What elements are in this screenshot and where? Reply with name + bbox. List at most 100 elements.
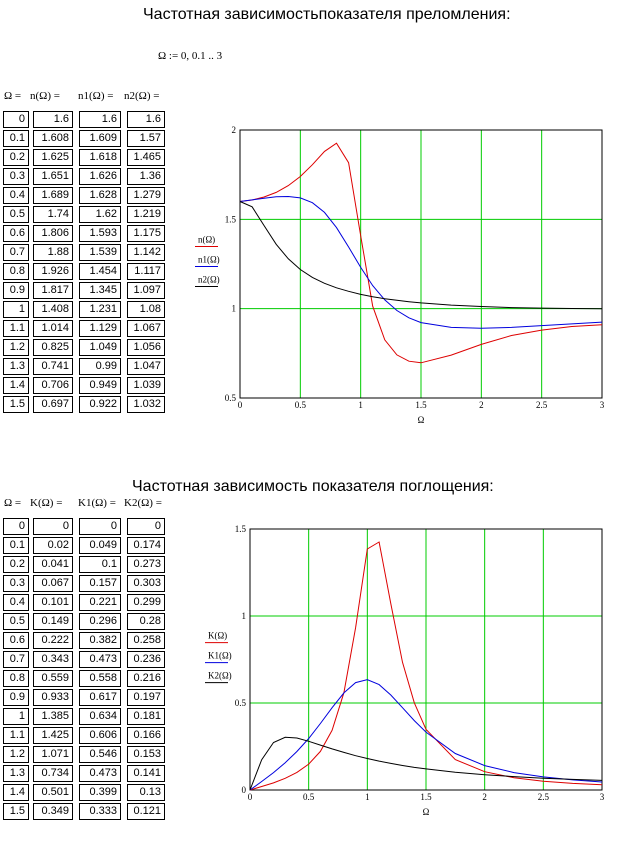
- legend-label: n2(Ω): [198, 275, 220, 285]
- table-cell-n1: 1.049: [79, 339, 121, 356]
- table-cell-omega: 0.1: [3, 130, 29, 147]
- table-cell-n: 1.608: [33, 130, 73, 147]
- table-cell-omega: 0.3: [3, 575, 29, 592]
- table2-header-K2: K2(Ω) =: [124, 497, 162, 509]
- table-cell-n2: 1.039: [127, 377, 165, 394]
- absorption-title: Частотная зависимость показателя поглоще…: [132, 478, 494, 495]
- table-cell-k: 0.101: [33, 594, 73, 611]
- legend-label: n1(Ω): [198, 255, 220, 265]
- table-cell-n: 1.74: [33, 206, 73, 223]
- y-tick-label: 2: [232, 125, 237, 135]
- table-cell-k2: 0.236: [127, 651, 165, 668]
- table-cell-k: 0.559: [33, 670, 73, 687]
- x-tick-label: 2: [482, 792, 487, 802]
- table-cell-n2: 1.032: [127, 396, 165, 413]
- table-cell-omega: 0: [3, 518, 29, 535]
- y-tick-label: 1: [242, 611, 247, 621]
- x-tick-label: 0: [238, 400, 243, 410]
- series-line-k1: [249, 679, 603, 791]
- table-cell-k2: 0.197: [127, 689, 165, 706]
- table-cell-k: 0.041: [33, 556, 73, 573]
- table1-header-n: n(Ω) =: [30, 90, 60, 102]
- table-cell-k1: 0.296: [79, 613, 121, 630]
- table-cell-n: 0.741: [33, 358, 73, 375]
- table-cell-n2: 1.279: [127, 187, 165, 204]
- table-cell-n: 1.014: [33, 320, 73, 337]
- series-line-k2: [249, 736, 603, 791]
- x-tick-label: 3: [600, 792, 605, 802]
- series-line-n: [239, 142, 603, 364]
- table-cell-k1: 0.382: [79, 632, 121, 649]
- series-line-k: [249, 541, 603, 791]
- table-cell-n2: 1.6: [127, 111, 165, 128]
- table-cell-omega: 0.5: [3, 613, 29, 630]
- table2-header-K1: K1(Ω) =: [78, 497, 116, 509]
- table-cell-k2: 0.216: [127, 670, 165, 687]
- table-cell-k: 1.071: [33, 746, 73, 763]
- table1-header-n1: n1(Ω) =: [78, 90, 114, 102]
- table-cell-n: 1.6: [33, 111, 73, 128]
- table-cell-k: 0.343: [33, 651, 73, 668]
- table-cell-omega: 1: [3, 301, 29, 318]
- y-tick-label: 1: [232, 304, 237, 314]
- table-cell-k: 0.349: [33, 803, 73, 820]
- table-cell-k2: 0.13: [127, 784, 165, 801]
- table-cell-omega: 0.2: [3, 149, 29, 166]
- table-cell-n1: 0.99: [79, 358, 121, 375]
- x-tick-label: 1: [358, 400, 363, 410]
- table-cell-omega: 0.4: [3, 187, 29, 204]
- table-cell-k1: 0.617: [79, 689, 121, 706]
- table-cell-omega: 0.6: [3, 632, 29, 649]
- table-cell-omega: 1.3: [3, 358, 29, 375]
- table-cell-k: 0: [33, 518, 73, 535]
- table-cell-omega: 1.4: [3, 784, 29, 801]
- table-cell-n1: 1.618: [79, 149, 121, 166]
- absorption-chart: 0 0.5 1 1.5 2 2.5 3 0 0.5 1 1.5 Ω K(Ω) K1(Ω) K2(Ω): [188, 522, 608, 827]
- table-cell-n1: 1.539: [79, 244, 121, 261]
- table-cell-n: 0.697: [33, 396, 73, 413]
- table1-header-omega: Ω =: [4, 90, 22, 102]
- table-cell-k: 0.501: [33, 784, 73, 801]
- table-cell-omega: 1: [3, 708, 29, 725]
- table-cell-n1: 1.231: [79, 301, 121, 318]
- legend-label: K1(Ω): [208, 651, 232, 661]
- table-cell-k1: 0.634: [79, 708, 121, 725]
- table-cell-k2: 0.28: [127, 613, 165, 630]
- table-cell-k1: 0.473: [79, 651, 121, 668]
- refraction-title: Частотная зависимостьпоказателя преломле…: [143, 6, 511, 23]
- table-cell-omega: 1.4: [3, 377, 29, 394]
- table-cell-k: 0.734: [33, 765, 73, 782]
- table-cell-n1: 0.922: [79, 396, 121, 413]
- x-tick-label: 2: [479, 400, 484, 410]
- x-tick-label: 0: [248, 792, 253, 802]
- table-cell-k1: 0: [79, 518, 121, 535]
- y-tick-label: 1.5: [235, 524, 247, 534]
- table-cell-omega: 0.9: [3, 689, 29, 706]
- table-cell-omega: 1.1: [3, 727, 29, 744]
- table-cell-omega: 0.1: [3, 537, 29, 554]
- y-tick-label: 1.5: [225, 214, 237, 224]
- table-cell-k2: 0.121: [127, 803, 165, 820]
- table-cell-omega: 0.6: [3, 225, 29, 242]
- x-axis-label: Ω: [423, 807, 430, 817]
- legend-label: K(Ω): [208, 631, 227, 641]
- table-cell-n2: 1.047: [127, 358, 165, 375]
- x-tick-label: 0.5: [295, 400, 307, 410]
- table-cell-k2: 0.141: [127, 765, 165, 782]
- table-cell-n1: 1.6: [79, 111, 121, 128]
- table2-header-K: K(Ω) =: [30, 497, 63, 509]
- table-cell-omega: 0.7: [3, 651, 29, 668]
- table-cell-n: 1.926: [33, 263, 73, 280]
- table-cell-k1: 0.558: [79, 670, 121, 687]
- table-cell-k1: 0.606: [79, 727, 121, 744]
- table-cell-n2: 1.219: [127, 206, 165, 223]
- table-cell-omega: 0.4: [3, 594, 29, 611]
- table-cell-n1: 1.345: [79, 282, 121, 299]
- table-cell-omega: 1.5: [3, 803, 29, 820]
- table-cell-k: 1.385: [33, 708, 73, 725]
- x-tick-label: 0.5: [303, 792, 315, 802]
- table-cell-k: 0.02: [33, 537, 73, 554]
- table-cell-n1: 1.609: [79, 130, 121, 147]
- table-cell-n2: 1.056: [127, 339, 165, 356]
